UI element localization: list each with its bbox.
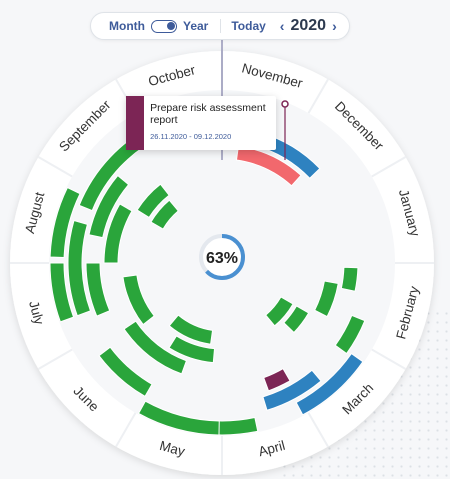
tooltip-dates: 26.11.2020 - 09.12.2020 [150,132,232,141]
toggle-knob [166,21,175,30]
year-value: 2020 [290,17,327,34]
task-bar[interactable] [262,369,322,411]
task-bar[interactable] [85,262,111,317]
task-bar[interactable] [340,266,359,292]
task-bar[interactable] [49,186,81,259]
chevron-right-icon[interactable]: › [332,18,337,34]
month-year-toggle[interactable] [150,19,177,33]
year-option[interactable]: Year [182,19,209,33]
task-bar[interactable] [263,367,291,392]
month-divider [307,412,329,448]
month-label-may[interactable]: May [158,438,187,459]
task-bar[interactable] [98,346,153,398]
month-divider [37,156,73,178]
month-divider [307,78,329,114]
task-bar[interactable] [136,183,170,219]
progress-ring [199,234,245,280]
task-bar[interactable] [122,274,155,326]
progress-label: 63% [206,250,238,267]
month-divider [115,412,137,448]
task-bar[interactable] [334,314,366,355]
month-divider [37,348,73,370]
month-divider [371,348,407,370]
task-tooltip[interactable]: Prepare risk assessment report 26.11.202… [126,96,276,150]
month-option[interactable]: Month [109,19,145,33]
task-bar[interactable] [168,314,214,345]
task-bar[interactable] [313,280,339,318]
tooltip-connector-dot [281,100,289,108]
today-button[interactable]: Today [220,19,266,33]
chevron-left-icon[interactable]: ‹ [279,18,285,34]
month-label-april[interactable]: April [257,438,287,459]
task-bar[interactable] [88,174,130,239]
task-bar[interactable] [283,305,310,334]
task-bar[interactable] [168,335,216,364]
task-bar[interactable] [295,352,364,416]
task-bar[interactable] [137,400,220,436]
task-bar[interactable] [123,320,188,375]
tooltip-title: Prepare risk assessment report [150,102,266,126]
task-bar[interactable] [67,219,92,317]
tooltip-color-bar [126,96,145,150]
view-toolbar: Month Year Today ‹ 2020 › [90,12,350,40]
task-bar[interactable] [150,199,179,230]
task-bar[interactable] [265,296,294,327]
task-bar[interactable] [49,262,75,323]
month-divider [371,156,407,178]
task-bar[interactable] [235,145,302,187]
task-bar[interactable] [103,203,133,264]
month-label-july[interactable]: July [26,299,47,326]
